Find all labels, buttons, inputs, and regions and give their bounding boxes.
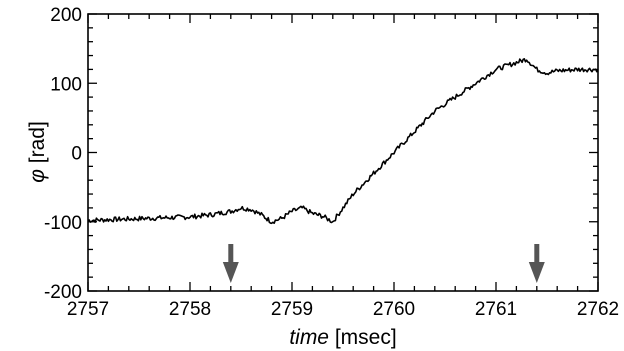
plot-frame [87,13,599,292]
x-tick-label: 2760 [373,299,415,320]
y-tick-label: -100 [44,213,82,234]
y-tick-label: -200 [44,282,82,303]
arrow-shaft [228,244,234,263]
down-arrow-icon [222,244,239,283]
y-tick-label: 200 [50,5,82,26]
y-axis-symbol: φ [26,169,49,183]
series-line [87,57,599,225]
x-axis-italic: time [289,326,329,349]
x-tick-label: 2759 [271,299,313,320]
y-axis-unit: [rad] [26,121,49,163]
x-tick-label: 2758 [169,299,211,320]
arrow-head [222,262,239,283]
arrow-shaft [534,244,540,263]
y-axis-title: φ [rad] [26,121,49,183]
x-tick-label: 2757 [67,299,109,320]
down-arrow-icon [528,244,545,283]
x-tick-label: 2762 [577,299,619,320]
x-axis-unit: [msec] [335,326,397,349]
x-tick-label: 2761 [475,299,517,320]
arrow-head [528,262,545,283]
y-tick-label: 100 [50,74,82,95]
x-axis-title: time [msec] [289,326,396,349]
y-tick-label: 0 [71,144,82,165]
